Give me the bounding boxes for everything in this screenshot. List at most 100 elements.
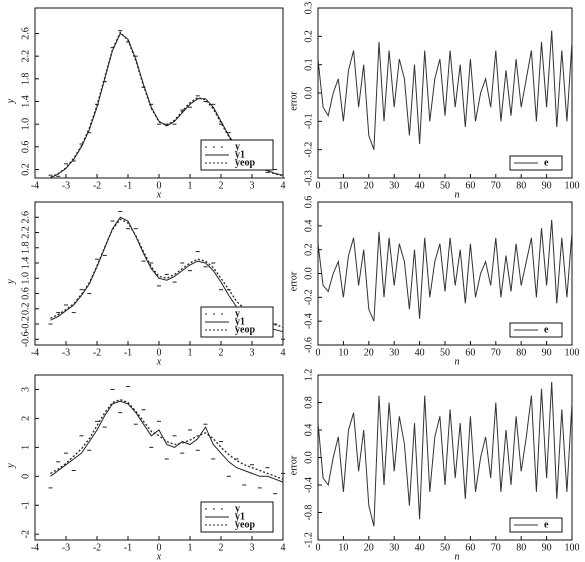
x-tick-label: -1 [124, 347, 132, 358]
y-tick-label: -0.3 [303, 170, 314, 186]
subplot: 0 10 20 30 40 50 60 70 80 90 100 -1.2 -0.8 -0.4 0.0 0.4… [288, 369, 579, 562]
x-tick-label: 40 [415, 180, 425, 191]
y-axis-label: y [5, 279, 16, 285]
legend-label: y [235, 141, 240, 152]
x-tick-label: -3 [62, 347, 70, 358]
x-tick-label: -3 [62, 542, 70, 553]
series-line [317, 219, 573, 322]
x-tick-label: -2 [93, 180, 101, 191]
x-tick-label: 4 [281, 542, 286, 553]
subplot: 0 10 20 30 40 50 60 70 80 90 100 -0.6 -0.4 -0.2 0.0 0.2… [288, 196, 579, 368]
legend-label: yeop [235, 324, 255, 335]
series-line [50, 400, 284, 483]
y-tick-label: 1.0 [20, 272, 31, 285]
x-tick-label: 10 [338, 180, 348, 191]
legend-label: y [235, 308, 240, 319]
x-tick-label: 2 [219, 180, 224, 191]
x-tick-label: 80 [516, 347, 526, 358]
y-tick-label: 0.1 [303, 58, 314, 71]
y-tick-label: 1.4 [20, 257, 31, 270]
series-line [317, 381, 573, 527]
x-tick-label: 10 [338, 542, 348, 553]
legend-label: e [544, 157, 549, 168]
x-axis-label: n [455, 356, 460, 367]
subplot: -4 -3 -2 -1 0 1 2 3 4 -0.6-0.20.2 0.6 1.0 1.4 1.8 2.2 2… [5, 201, 286, 367]
y-tick-label: 0.3 [303, 2, 314, 15]
x-tick-label: 30 [389, 180, 399, 191]
x-tick-label: -4 [31, 542, 39, 553]
y-tick-label: 1 [20, 445, 31, 450]
y-tick-label: 0.2 [303, 243, 314, 256]
y-tick-label: 3 [20, 387, 31, 392]
x-axis-label: x [156, 356, 162, 367]
y-tick-label: -0.1 [303, 113, 314, 129]
y-tick-label: 0 [20, 474, 31, 479]
x-tick-label: 3 [250, 180, 255, 191]
x-tick-label: 50 [440, 542, 450, 553]
y-tick-label: -0.6 [20, 331, 31, 347]
x-axis-label: n [455, 551, 460, 562]
x-tick-label: 80 [516, 542, 526, 553]
legend-label: yeop [235, 519, 255, 530]
y-axis-label: error [288, 91, 299, 111]
x-tick-label: 60 [465, 180, 475, 191]
legend: e [509, 322, 563, 338]
y-tick-label: 0.2 [20, 163, 31, 176]
series-line [317, 30, 573, 150]
x-tick-label: -4 [31, 180, 39, 191]
series-line [50, 398, 284, 480]
y-tick-label: -0.4 [303, 313, 314, 329]
x-tick-label: -1 [124, 180, 132, 191]
y-tick-label: 0.6 [20, 141, 31, 154]
x-tick-label: 20 [364, 542, 374, 553]
x-tick-label: 40 [415, 347, 425, 358]
y-tick-label: 1.8 [20, 73, 31, 86]
x-tick-label: 4 [281, 347, 286, 358]
y-tick-label: -2 [20, 530, 31, 538]
y-axis-label: error [288, 271, 299, 291]
x-tick-label: 70 [491, 542, 501, 553]
y-tick-label: -0.2 [303, 142, 314, 158]
y-tick-label: 1.8 [20, 242, 31, 255]
legend: e [509, 155, 563, 171]
x-tick-label: 70 [491, 180, 501, 191]
y-tick-label: 0.0 [303, 267, 314, 280]
y-tick-label: 1.0 [20, 118, 31, 130]
x-tick-label: 90 [542, 542, 552, 553]
x-tick-label: 50 [440, 347, 450, 358]
plot-frame [317, 7, 573, 179]
y-tick-label: -1 [20, 501, 31, 509]
x-axis-label: x [156, 551, 162, 562]
x-tick-label: -2 [93, 347, 101, 358]
x-tick-label: 20 [364, 180, 374, 191]
x-tick-label: 0 [157, 180, 162, 191]
y-tick-label: -0.8 [303, 505, 314, 521]
x-tick-label: 60 [465, 542, 475, 553]
x-axis-label: x [156, 189, 162, 200]
x-tick-label: 30 [389, 542, 399, 553]
x-tick-label: 3 [250, 542, 255, 553]
y-tick-label: 2.2 [20, 226, 31, 239]
y-tick-label: 0.6 [303, 196, 314, 209]
x-tick-label: 80 [516, 180, 526, 191]
legend: e [509, 517, 563, 533]
x-tick-label: -4 [31, 347, 39, 358]
legend-label: y [235, 503, 240, 514]
y-tick-label: -0.2 [20, 316, 31, 332]
x-axis-label: n [455, 189, 460, 200]
y-tick-label: 2.2 [20, 50, 31, 63]
y-axis-label: y [5, 98, 16, 104]
x-tick-label: 0 [316, 180, 321, 191]
legend-label: e [544, 324, 549, 335]
x-tick-label: 2 [219, 347, 224, 358]
y-tick-label: 0.0 [303, 451, 314, 464]
x-tick-label: 30 [389, 347, 399, 358]
y-tick-label: 0.2 [303, 30, 314, 43]
x-tick-label: -2 [93, 542, 101, 553]
y-tick-label: -0.4 [303, 477, 314, 493]
legend-label: y1 [235, 149, 245, 160]
y-tick-label: 0.0 [303, 87, 314, 100]
plot-frame [317, 374, 573, 541]
x-tick-label: 100 [565, 542, 580, 553]
